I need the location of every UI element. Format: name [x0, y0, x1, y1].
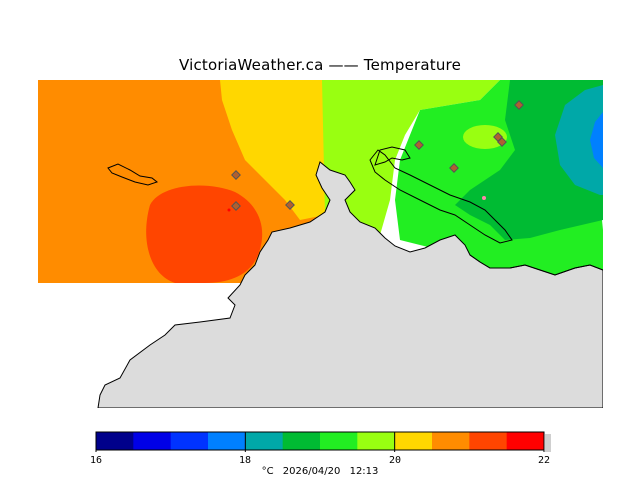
zone-teal — [555, 85, 603, 195]
legend-swatch — [96, 432, 134, 450]
legend-swatch — [170, 432, 209, 450]
date-label: 2026/04/20 — [282, 466, 341, 477]
station-marker[interactable] — [514, 100, 524, 110]
station-dot-pink — [482, 196, 486, 200]
zone-light-green — [322, 80, 500, 240]
station-marker[interactable] — [231, 201, 241, 211]
legend-tick-22: 22 — [537, 455, 551, 466]
station-dot-red — [227, 208, 231, 212]
zone-blue — [590, 112, 603, 168]
legend-swatch — [133, 432, 172, 450]
island-peninsula — [369, 149, 513, 244]
legend-swatch — [506, 432, 545, 450]
legend-swatch — [320, 432, 358, 450]
legend-footer: °C 2026/04/20 12:13 — [0, 466, 640, 477]
legend-swatch — [394, 432, 433, 450]
legend-tick-20: 20 — [388, 455, 402, 466]
station-marker[interactable] — [449, 163, 459, 173]
legend-swatch — [357, 432, 396, 450]
legend-swatch — [469, 432, 508, 450]
map-title: VictoriaWeather.ca —— Temperature — [178, 56, 462, 74]
legend-swatch — [208, 432, 246, 450]
legend-shadow — [545, 434, 551, 452]
station-marker[interactable] — [497, 137, 507, 147]
island-west — [107, 163, 159, 186]
legend-swatch — [282, 432, 321, 450]
zone-yellow-band — [220, 80, 325, 220]
zone-light-green-patch — [463, 125, 507, 149]
legend-swatch — [245, 432, 284, 450]
station-marker[interactable] — [231, 170, 241, 180]
zone-red-orange-core — [146, 185, 263, 283]
legend-swatch — [432, 432, 470, 450]
legend-tick-16: 16 — [89, 455, 103, 466]
station-marker[interactable] — [414, 140, 424, 150]
island-north — [374, 146, 411, 166]
unit-label: °C — [261, 466, 274, 477]
coastline-east — [469, 254, 603, 276]
station-marker[interactable] — [285, 200, 295, 210]
legend-tick-18: 18 — [238, 455, 252, 466]
time-label: 12:13 — [349, 466, 379, 477]
